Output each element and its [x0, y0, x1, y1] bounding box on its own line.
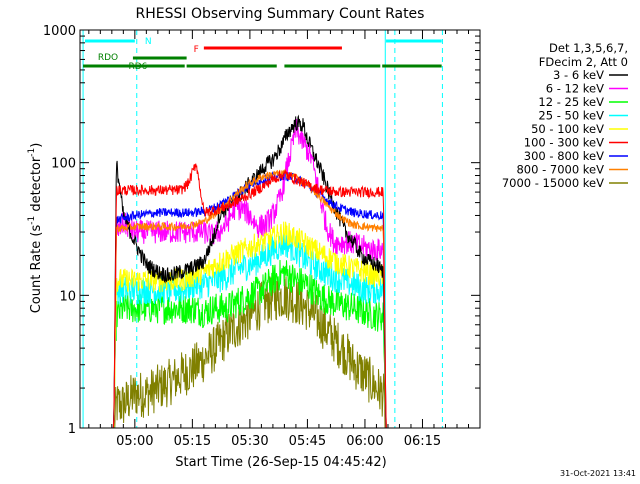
x-tick-label: 05:15 [174, 434, 211, 449]
y-tick-label: 100 [51, 157, 76, 172]
chart-title: RHESSI Observing Summary Count Rates [136, 6, 425, 22]
x-tick-label: 05:30 [231, 434, 268, 449]
y-tick-label: 1 [68, 422, 76, 437]
y-axis-label-main: Count Rate (s [29, 225, 44, 314]
y-axis-label-end: ) [29, 143, 44, 148]
series-line [83, 163, 392, 429]
legend: Det 1,3,5,6,7, FDecim 2, Att 0 3 - 6 keV… [502, 41, 628, 190]
legend-label: 50 - 100 keV [531, 122, 604, 136]
series-line [83, 168, 392, 429]
x-tick-label: 06:15 [404, 434, 441, 449]
y-tick-label: 1000 [43, 24, 76, 39]
legend-label: 800 - 7000 keV [516, 163, 604, 177]
legend-header-2: FDecim 2, Att 0 [539, 55, 628, 69]
legend-label: 25 - 50 keV [538, 109, 604, 123]
series-line [83, 169, 392, 429]
legend-label: 100 - 300 keV [524, 136, 604, 150]
x-tick-label: 05:45 [289, 434, 326, 449]
plot-frame: 1 10 100 1000 05:00 05:15 05:30 05:45 06:00 06:15 [43, 24, 481, 449]
series-line [83, 259, 392, 429]
plot-area: N F RDO RD6 [82, 30, 443, 429]
legend-label: 300 - 800 keV [524, 149, 604, 163]
x-tick-label: 06:00 [346, 434, 383, 449]
status-bar-label: F [194, 45, 199, 55]
status-bar-label: RD6 [128, 62, 147, 72]
plot-border [79, 29, 481, 429]
status-bar-label: RDO [98, 53, 118, 63]
legend-label: 12 - 25 keV [538, 95, 604, 109]
status-bar-label: N [145, 37, 152, 47]
series-line [83, 221, 392, 429]
y-axis-label-mid: detector [29, 156, 44, 216]
series-line [83, 275, 392, 429]
x-tick-label: 05:00 [116, 434, 153, 449]
legend-header-1: Det 1,3,5,6,7, [549, 41, 628, 55]
timestamp: 31-Oct-2021 13:41 [560, 469, 636, 478]
y-axis-label-sup2: -1 [27, 148, 37, 157]
y-axis-label-sup1: -1 [27, 216, 37, 225]
legend-label: 3 - 6 keV [553, 68, 604, 82]
y-tick-label: 10 [59, 289, 76, 304]
legend-label: 7000 - 15000 keV [502, 176, 604, 190]
series-line [83, 232, 392, 429]
legend-label: 6 - 12 keV [546, 82, 604, 96]
x-axis-label: Start Time (26-Sep-15 04:45:42) [175, 455, 386, 470]
y-axis-label: Count Rate (s-1 detector-1) [27, 143, 44, 314]
